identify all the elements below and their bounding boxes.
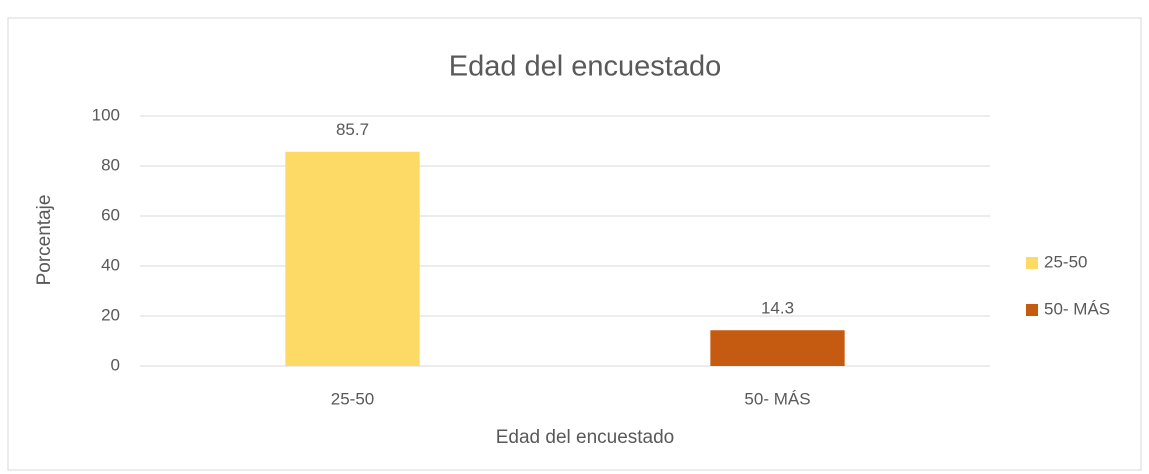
x-tick-label: 50- MÁS	[744, 389, 810, 408]
legend-label: 50- MÁS	[1044, 299, 1110, 318]
y-tick-label: 100	[92, 105, 120, 124]
legend-swatch	[1026, 304, 1038, 316]
bar	[710, 330, 845, 366]
chart-title: Edad del encuestado	[449, 51, 722, 83]
legend-label: 25-50	[1044, 252, 1087, 271]
data-label: 85.7	[336, 120, 369, 139]
y-tick-label: 40	[101, 255, 120, 274]
legend-swatch	[1026, 257, 1038, 269]
y-tick-label: 60	[101, 205, 120, 224]
x-tick-label: 25-50	[331, 389, 374, 408]
y-tick-label: 0	[111, 355, 120, 374]
bar	[285, 151, 420, 366]
y-axis-label: Porcentaje	[34, 195, 55, 286]
y-tick-label: 80	[101, 155, 120, 174]
chart-border	[7, 17, 1142, 471]
data-label: 14.3	[761, 299, 794, 318]
y-tick-label: 20	[101, 305, 120, 324]
x-axis-label: Edad del encuestado	[496, 427, 675, 448]
